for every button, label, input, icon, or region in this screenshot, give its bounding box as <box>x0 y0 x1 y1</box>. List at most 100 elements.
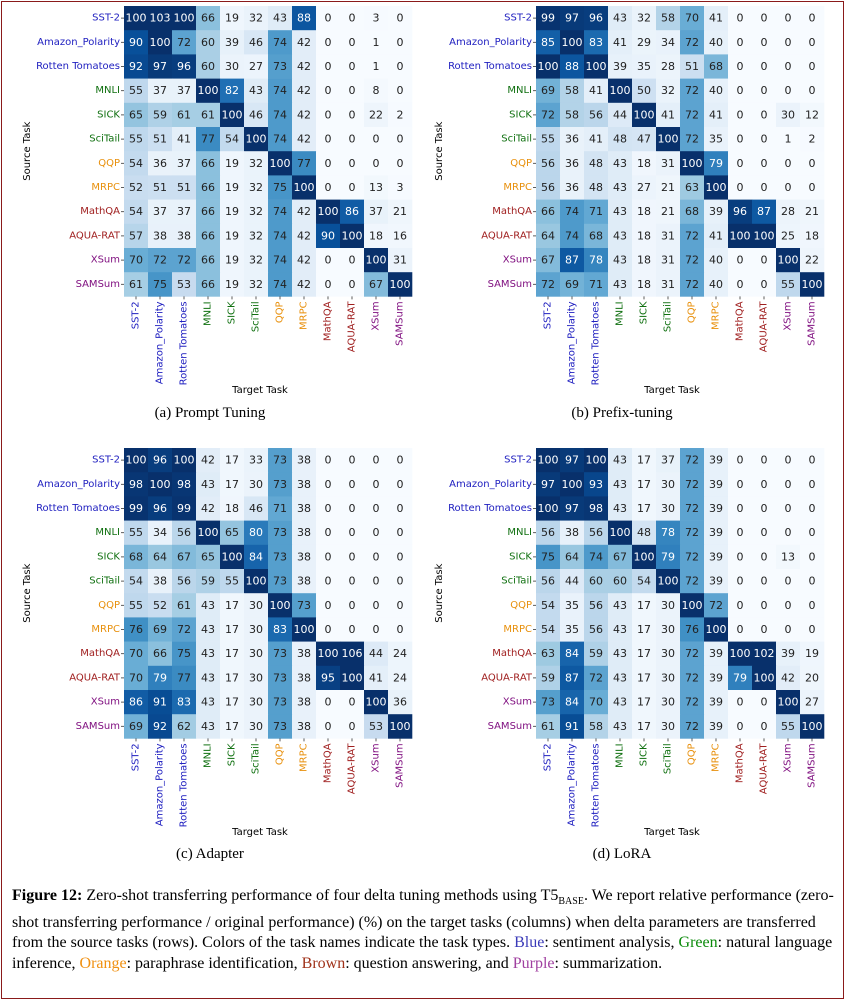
row-tick-label: XSum <box>91 255 120 266</box>
row-tick-label: SAMSum <box>76 279 120 290</box>
heatmap-cell <box>800 223 825 249</box>
heatmap-cell <box>364 714 389 739</box>
heatmap-cell-label: 35 <box>565 599 579 612</box>
heatmap-cell <box>292 199 317 225</box>
caption-purple-word: Purple <box>512 954 555 972</box>
heatmap-cell-label: 87 <box>565 254 579 267</box>
heatmap-cell <box>608 30 633 55</box>
heatmap-cell <box>220 690 245 715</box>
heatmap-cell <box>172 520 197 546</box>
heatmap-cell-label: 92 <box>153 720 167 733</box>
heatmap-cell <box>560 496 585 521</box>
heatmap-cell <box>148 472 173 497</box>
heatmap-cell <box>704 544 729 570</box>
heatmap-cell <box>560 641 585 667</box>
row-tick-label: MNLI <box>507 527 532 538</box>
row-tick-label: AQUA-RAT <box>481 672 533 683</box>
heatmap-cell <box>800 54 825 79</box>
heatmap-cell <box>800 520 825 546</box>
heatmap-cell-label: 17 <box>225 478 239 491</box>
heatmap-cell <box>800 6 825 31</box>
heatmap-cell-label: 0 <box>761 623 768 636</box>
heatmap-cell-label: 90 <box>321 229 335 242</box>
heatmap-cell <box>656 248 681 273</box>
heatmap-cell-label: 0 <box>397 454 404 467</box>
heatmap-cell <box>124 665 149 691</box>
heatmap-cell <box>220 496 245 521</box>
heatmap-cell <box>388 496 413 521</box>
heatmap-cell-label: 39 <box>709 575 723 588</box>
heatmap-cell <box>268 78 293 104</box>
heatmap-cell <box>776 248 801 273</box>
heatmap-cell <box>656 127 681 152</box>
heatmap-cell <box>196 448 221 473</box>
heatmap-cell <box>776 641 801 667</box>
heatmap-cell <box>196 569 221 594</box>
heatmap-cell-label: 0 <box>349 623 356 636</box>
heatmap-cell <box>704 30 729 55</box>
heatmap-cell-label: 69 <box>129 720 143 733</box>
heatmap-cell-label: 73 <box>273 671 287 684</box>
heatmap-cell <box>340 272 365 297</box>
heatmap-cell-label: 92 <box>129 60 143 73</box>
col-tick-label: Rotten Tomatoes <box>591 301 602 385</box>
heatmap-cell <box>388 248 413 273</box>
heatmap-cell-label: 0 <box>373 502 380 515</box>
heatmap-cell-label: 76 <box>685 623 699 636</box>
heatmap-cell-label: 0 <box>349 12 356 25</box>
heatmap-cell-label: 100 <box>318 647 339 660</box>
heatmap-cell-label: 0 <box>761 133 768 146</box>
heatmap-cell <box>752 30 777 55</box>
heatmap-cell-label: 77 <box>177 671 191 684</box>
col-tick-label: QQP <box>275 743 286 765</box>
heatmap-cell <box>172 127 197 152</box>
heatmap-cell-label: 17 <box>225 720 239 733</box>
heatmap-cell <box>560 617 585 642</box>
heatmap-cell <box>364 102 389 128</box>
heatmap-cell <box>680 248 705 273</box>
heatmap-cell <box>704 54 729 79</box>
heatmap-cell <box>800 272 825 297</box>
heatmap-cell-label: 68 <box>685 205 699 218</box>
heatmap-cell <box>536 30 561 55</box>
heatmap-cell <box>268 472 293 497</box>
heatmap-cell-label: 100 <box>658 133 679 146</box>
heatmap-cell-label: 66 <box>201 254 215 267</box>
heatmap-cell-label: 68 <box>589 229 603 242</box>
heatmap-cell-label: 32 <box>661 84 675 97</box>
heatmap-cell-label: 17 <box>637 696 651 709</box>
heatmap-cell <box>536 54 561 79</box>
row-tick-label: QQP <box>510 158 532 169</box>
heatmap-cell <box>728 544 753 570</box>
heatmap-cell-label: 61 <box>129 278 143 291</box>
heatmap-cell-label: 106 <box>342 647 363 660</box>
heatmap-cell-label: 0 <box>349 575 356 588</box>
heatmap-cell-label: 102 <box>754 647 775 660</box>
heatmap-cell <box>220 102 245 128</box>
heatmap-cell-label: 0 <box>761 254 768 267</box>
heatmap-cell <box>704 641 729 667</box>
heatmap-cell-label: 68 <box>709 60 723 73</box>
heatmap-cell <box>680 593 705 618</box>
heatmap-cell <box>292 520 317 546</box>
heatmap-cell-label: 17 <box>225 671 239 684</box>
heatmap-cell <box>244 617 269 642</box>
heatmap-cell <box>268 496 293 521</box>
heatmap-cell <box>148 272 173 297</box>
heatmap-cell-label: 41 <box>709 12 723 25</box>
col-tick-label: AQUA-RAT <box>347 743 358 795</box>
heatmap-cell <box>196 248 221 273</box>
heatmap-cell-label: 98 <box>589 502 603 515</box>
heatmap-cell-label: 32 <box>637 12 651 25</box>
heatmap-cell <box>364 127 389 152</box>
heatmap-cell <box>124 641 149 667</box>
heatmap-cell <box>752 248 777 273</box>
heatmap-cell <box>316 714 341 739</box>
heatmap-cell-label: 72 <box>589 671 603 684</box>
heatmap-cell-label: 37 <box>661 454 675 467</box>
heatmap-cell <box>172 448 197 473</box>
heatmap-cell-label: 0 <box>349 696 356 709</box>
heatmap-cell-label: 72 <box>685 454 699 467</box>
heatmap-cell-label: 0 <box>809 623 816 636</box>
heatmap-cell-label: 0 <box>373 550 380 563</box>
